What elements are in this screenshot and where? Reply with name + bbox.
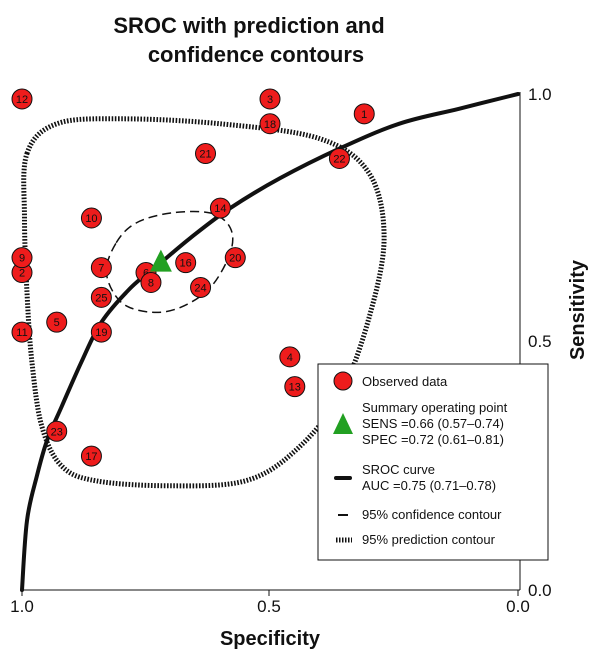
observed-point-marker: [284, 376, 306, 398]
chart-title-line-2: confidence contours: [148, 42, 364, 67]
observed-point-label: 21: [199, 149, 211, 161]
observed-point-17: 17: [80, 445, 102, 467]
x-tick-label-0: 0.0: [506, 597, 530, 616]
observed-point-22: 22: [328, 147, 350, 169]
observed-point-19: 19: [90, 321, 112, 343]
observed-point-label: 16: [180, 258, 192, 270]
observed-point-marker: [190, 276, 212, 298]
observed-point-13: 13: [284, 376, 306, 398]
legend: Observed data Summary operating point SE…: [317, 363, 549, 561]
observed-point-label: 24: [194, 282, 206, 294]
prediction-contour: [21, 116, 387, 489]
observed-point-marker: [46, 311, 68, 333]
observed-point-label: 7: [98, 263, 104, 275]
legend-observed-label: Observed data: [362, 374, 448, 389]
observed-point-marker: [140, 271, 162, 293]
observed-point-marker: [175, 252, 197, 274]
legend-summary-line-1: Summary operating point: [362, 400, 508, 415]
observed-point-marker: [224, 247, 246, 269]
observed-point-23: 23: [46, 420, 68, 442]
observed-point-label: 11: [16, 327, 27, 339]
observed-point-label: 25: [95, 292, 107, 304]
observed-point-label: 22: [333, 153, 345, 165]
observed-point-21: 21: [195, 143, 217, 165]
y-tick-label-05: 0.5: [528, 332, 552, 351]
legend-summary-line-3: SPEC =0.72 (0.61–0.81): [362, 432, 504, 447]
observed-point-marker: [259, 88, 281, 110]
observed-point-marker: [90, 321, 112, 343]
observed-point-label: 17: [85, 451, 97, 463]
legend-sroc-line-1: SROC curve: [362, 462, 435, 477]
y-tick-label-0: 0.0: [528, 581, 552, 600]
x-tick-label-05: 0.5: [257, 597, 281, 616]
observed-point-label: 10: [85, 213, 97, 225]
observed-point-label: 5: [54, 317, 60, 329]
observed-point-18: 18: [259, 113, 281, 135]
observed-point-marker: [195, 143, 217, 165]
observed-point-25: 25: [90, 286, 112, 308]
observed-point-marker: [11, 88, 33, 110]
observed-point-10: 10: [80, 207, 102, 229]
observed-point-5: 5: [46, 311, 68, 333]
y-tick-label-1: 1.0: [528, 85, 552, 104]
observed-point-marker: [11, 247, 33, 269]
chart-title-line-1: SROC with prediction and: [113, 13, 384, 38]
observed-point-24: 24: [190, 276, 212, 298]
observed-point-marker: [90, 257, 112, 279]
x-axis-title: Specificity: [220, 628, 321, 650]
observed-point-label: 23: [51, 426, 63, 438]
observed-point-marker: [80, 207, 102, 229]
observed-point-label: 20: [229, 253, 241, 265]
observed-point-marker: [80, 445, 102, 467]
observed-point-label: 3: [267, 94, 273, 106]
legend-box: [317, 363, 549, 561]
observed-point-label: 19: [95, 327, 107, 339]
legend-summary-marker: [333, 413, 353, 434]
observed-point-marker: [328, 147, 350, 169]
observed-point-11: 11: [11, 321, 33, 343]
legend-summary-line-2: SENS =0.66 (0.57–0.74): [362, 416, 504, 431]
confidence-contour: [105, 210, 234, 314]
observed-point-marker: [353, 103, 375, 125]
observed-point-3: 3: [259, 88, 281, 110]
observed-point-marker: [259, 113, 281, 135]
legend-prediction-label: 95% prediction contour: [362, 532, 496, 547]
observed-point-1: 1: [353, 103, 375, 125]
observed-point-marker: [279, 346, 301, 368]
summary-operating-point: [149, 249, 172, 272]
observed-point-marker: [209, 197, 231, 219]
observed-point-label: 1: [361, 109, 367, 121]
y-axis-title: Sensitivity: [567, 259, 589, 360]
observed-point-label: 4: [287, 352, 293, 364]
observed-point-2: 2: [11, 262, 33, 284]
observed-point-marker: [11, 321, 33, 343]
legend-sroc-line-2: AUC =0.75 (0.71–0.78): [362, 478, 496, 493]
legend-observed-marker: [333, 371, 353, 391]
observed-point-9: 9: [11, 247, 33, 269]
observed-point-20: 20: [224, 247, 246, 269]
observed-point-label: 18: [264, 119, 276, 131]
legend-confidence-label: 95% confidence contour: [362, 507, 502, 522]
summary-point-layer: [149, 249, 172, 272]
observed-point-7: 7: [90, 257, 112, 279]
observed-point-label: 13: [289, 382, 301, 394]
observed-point-16: 16: [175, 252, 197, 274]
observed-point-label: 2: [19, 268, 25, 280]
observed-point-marker: [90, 286, 112, 308]
observed-point-label: 12: [16, 94, 28, 106]
observed-point-label: 9: [19, 253, 25, 265]
observed-point-marker: [46, 420, 68, 442]
observed-point-label: 8: [148, 277, 154, 289]
observed-point-14: 14: [209, 197, 231, 219]
observed-point-12: 12: [11, 88, 33, 110]
observed-point-label: 14: [214, 203, 226, 215]
observed-point-4: 4: [279, 346, 301, 368]
observed-point-8: 8: [140, 271, 162, 293]
observed-points-layer: 123456789101112131416171819202122232425: [11, 88, 375, 467]
x-tick-label-1: 1.0: [10, 597, 34, 616]
